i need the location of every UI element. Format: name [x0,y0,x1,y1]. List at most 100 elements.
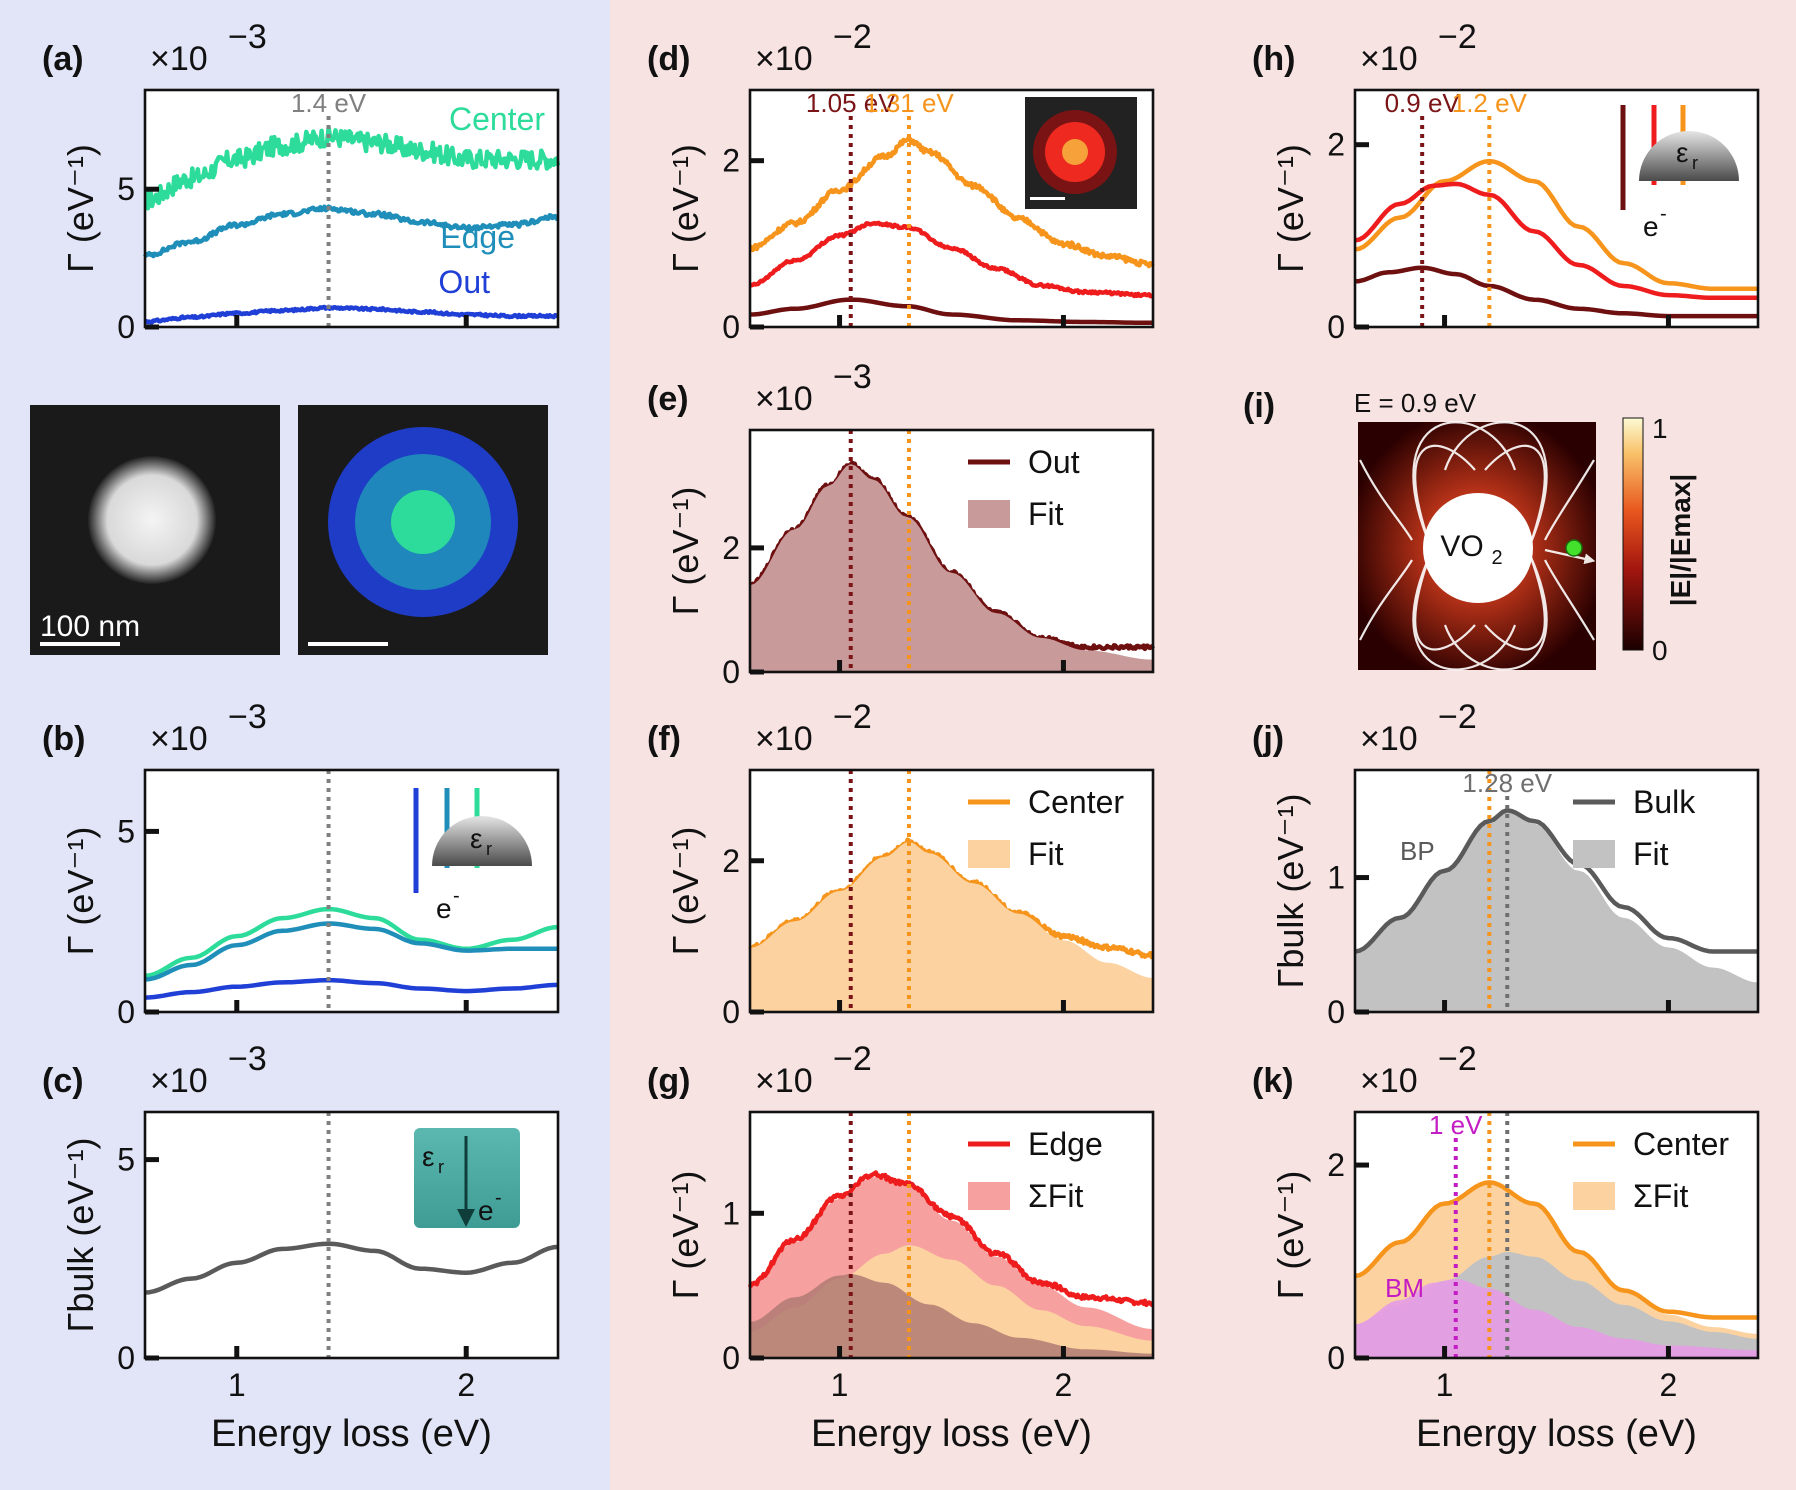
axes-frame [1353,88,1760,329]
panel-label: (g) [647,1062,690,1100]
electron-label: e [478,1195,494,1226]
epsilon-label: ε [470,823,482,854]
axes-frame [1353,1110,1760,1360]
y-tick-label: 1 [722,1195,740,1231]
field-line [1484,554,1546,651]
legend-swatch [1573,840,1615,868]
electron-label: e [1643,211,1659,242]
y-tick-label: 0 [722,654,740,690]
y-tick-label: 2 [722,843,740,879]
y-tick-label: 1 [1327,860,1345,896]
inset-map-d [1025,97,1137,209]
legend-label: Fit [1633,836,1669,872]
chart-panel-g: 1 2 0 1 (g) ×10 −2 Γ (eV⁻¹) Energy loss (eV) Edge… [647,1040,1155,1455]
axis-multiplier-exponent: −3 [228,1040,267,1078]
scale-bar-label: 100 nm [40,610,140,643]
series-line-center [144,125,561,211]
field-line [1484,444,1546,546]
chart-panel-d: 1.05 eV1.31 eV 0 2 (d) ×10 −2 Γ (eV⁻¹) [647,18,1155,345]
panel-label: (f) [647,720,681,758]
x-tick-label: 1 [1436,1367,1454,1403]
y-axis-label: Γbulk (eV⁻¹) [60,1138,101,1333]
series-line-bulk [144,1241,559,1295]
axes-frame [143,768,560,1014]
field-line [1412,421,1517,546]
y-tick-label: 0 [1327,1340,1345,1376]
vo2-label: VO [1440,530,1483,563]
axis-multiplier: ×10 [1360,1062,1418,1100]
epsilon-subscript: r [1692,153,1698,173]
series-line-out [144,977,559,1000]
axes-frame [748,88,1155,329]
series-line-edge [144,921,558,982]
legend-swatch [968,500,1010,528]
electron-superscript: - [1660,203,1667,225]
y-tick-label: 0 [722,1340,740,1376]
y-axis-label: Γ (eV⁻¹) [665,1171,706,1300]
y-tick-label: 5 [117,171,135,207]
axis-multiplier-exponent: −3 [833,358,872,396]
panel-label: (k) [1252,1062,1294,1100]
chart-panel-k: 1 eV BM 1 2 0 2 (k) ×10 −2 Γ (eV⁻¹) Energy loss (e… [1252,1040,1760,1455]
y-axis-label: Γ (eV⁻¹) [665,487,706,616]
marker-label: 1 eV [1429,1110,1483,1140]
series-line-edge [143,204,559,259]
series-line-center [1354,1180,1758,1320]
series-line-edge [748,220,1155,299]
epsilon-subscript: r [486,839,492,859]
epsilon-label: ε [1676,137,1688,168]
field-map-panel-i: (i) E = 0.9 eV VO 2 1 0 |E|/|Emax| [1243,387,1696,671]
epsilon-subscript: r [438,1157,444,1177]
field-line [1544,459,1595,541]
series-label-edge: Edge [440,219,515,255]
legend-label: Edge [1028,1126,1103,1162]
legend-label: Fit [1028,836,1064,872]
axis-multiplier-exponent: −2 [1438,1040,1477,1078]
inset-trajectories-b: ε r e - [413,788,532,924]
chart-panel-c: 1 2 0 5 (c) ×10 −3 Γbulk (eV⁻¹) Energy loss (eV) [42,1040,560,1455]
series-line-bulk [1354,808,1758,954]
legend-swatch [968,1182,1010,1210]
axis-multiplier: ×10 [150,720,208,758]
colorbar-min: 0 [1652,635,1668,666]
inset-bulk-c: ε r e - [414,1128,520,1228]
field-line [1443,421,1548,546]
chart-panel-a: 1.4 eV 0 5 (a) ×10 −3 Γ (eV⁻¹) Center Edge Out [42,18,561,345]
field-line [1443,554,1548,671]
y-axis-label: Γ (eV⁻¹) [1270,144,1311,273]
plot-area [145,770,558,1012]
legend-label: ΣFit [1633,1178,1688,1214]
axis-multiplier: ×10 [1360,720,1418,758]
nanoparticle-disk [88,456,216,584]
vo2-particle [1423,493,1533,603]
field-line [1544,548,1596,565]
y-tick-label: 5 [117,813,135,849]
y-axis-label: Γ (eV⁻¹) [665,144,706,273]
y-tick-label: 0 [722,994,740,1030]
colorbar-label: |E|/|Emax| [1665,474,1696,607]
axes-frame [748,1110,1155,1360]
half-sphere [432,816,532,866]
series-line-out [1354,265,1758,319]
axis-multiplier: ×10 [755,40,813,78]
panel-label: (h) [1252,40,1295,78]
y-axis-label: Γbulk (eV⁻¹) [1270,794,1311,989]
panel-label-i: (i) [1243,387,1275,425]
y-tick-label: 2 [1327,127,1345,163]
scale-bar-backing [30,608,180,655]
y-axis-label: Γ (eV⁻¹) [665,827,706,956]
chart-panel-e: 0 2 (e) ×10 −3 Γ (eV⁻¹) Out Fit [647,358,1155,690]
axis-multiplier-exponent: −2 [1438,18,1477,56]
marker-label: 1.05 eV [806,88,896,118]
axes-frame [1353,768,1760,1014]
axis-multiplier: ×10 [755,380,813,418]
haadf-image: 100 nm [30,405,280,655]
annotation-bp: BP [1400,836,1435,866]
epsilon-label: ε [422,1141,434,1172]
series-label-out: Out [438,264,490,300]
axis-multiplier: ×10 [755,1062,813,1100]
panel-label: (j) [1252,720,1284,758]
axes-frame [143,88,560,329]
chart-panel-h: 0.9 eV1.2 eV 0 2 (h) ×10 −2 Γ (eV⁻¹) [1252,18,1760,345]
legend-label: Bulk [1633,784,1696,820]
